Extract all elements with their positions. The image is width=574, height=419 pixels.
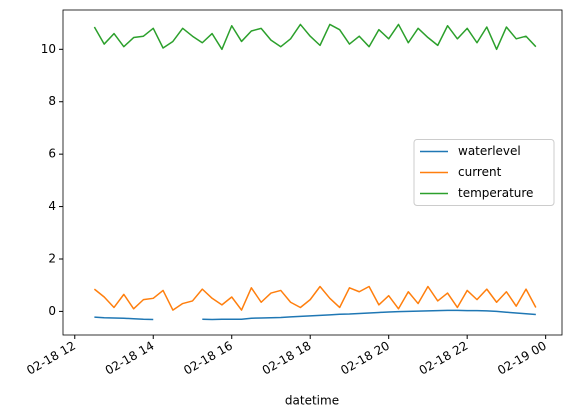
legend: waterlevel current temperature — [413, 139, 555, 206]
x-tick-label: 02-19 00 — [495, 339, 549, 378]
series-line — [94, 316, 154, 321]
x-tick-label: 02-18 22 — [417, 339, 471, 378]
y-tick-label: 0 — [48, 304, 56, 318]
series-line — [202, 309, 536, 321]
y-tick-label: 4 — [48, 199, 56, 213]
axes-frame — [62, 9, 563, 336]
legend-label: temperature — [458, 186, 533, 200]
legend-box — [413, 139, 555, 206]
legend-label: waterlevel — [458, 144, 521, 158]
x-tick-label: 02-18 12 — [24, 339, 78, 378]
legend-label: current — [458, 165, 502, 179]
y-tick-label: 8 — [48, 94, 56, 108]
series-line — [93, 285, 537, 311]
y-tick-label: 2 — [48, 251, 56, 265]
x-tick-label: 02-18 20 — [338, 339, 392, 378]
x-tick-label: 02-18 18 — [260, 339, 314, 378]
y-tick-label: 6 — [48, 147, 56, 161]
series-line — [93, 23, 537, 51]
y-tick-label: 10 — [41, 42, 56, 56]
x-axis-label: datetime — [285, 394, 339, 408]
x-tick-label: 02-18 14 — [103, 339, 157, 378]
x-tick-label: 02-18 16 — [181, 339, 235, 378]
